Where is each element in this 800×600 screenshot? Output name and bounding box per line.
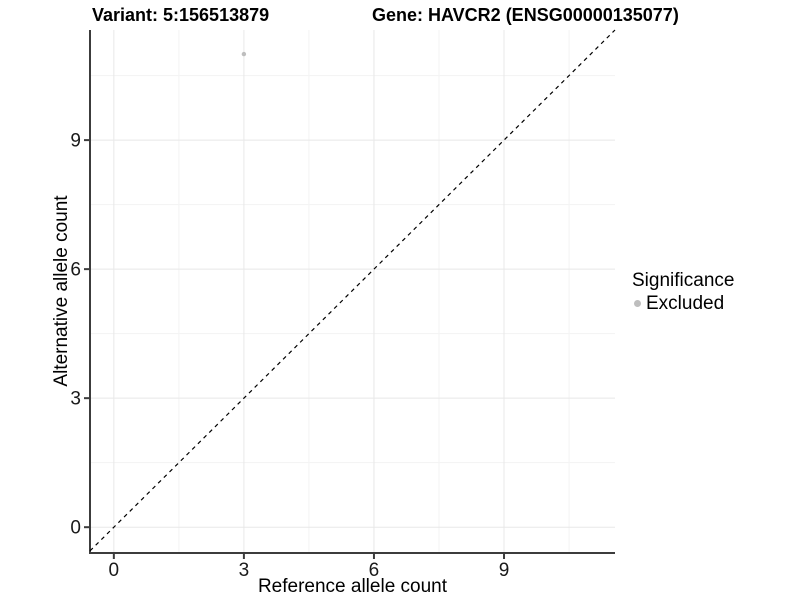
y-axis-title: Alternative allele count <box>51 195 72 387</box>
legend-item-excluded: Excluded <box>632 293 734 314</box>
legend-point-icon <box>634 300 641 307</box>
x-tick-label: 9 <box>499 560 510 581</box>
legend-item-label: Excluded <box>646 293 725 314</box>
legend: Significance Excluded <box>632 270 734 314</box>
x-tick-label: 3 <box>239 560 250 581</box>
legend-title: Significance <box>632 270 735 291</box>
y-tick-label: 3 <box>70 389 81 410</box>
y-tick-label: 9 <box>70 131 81 152</box>
y-tick-label: 6 <box>70 260 81 281</box>
y-tick-label: 0 <box>70 518 81 539</box>
plot-title-variant: Variant: 5:156513879 <box>92 5 270 25</box>
x-tick-label: 0 <box>109 560 120 581</box>
x-axis-title: Reference allele count <box>257 576 448 597</box>
identity-line <box>89 29 616 552</box>
data-point <box>241 51 247 57</box>
x-tick-label: 6 <box>369 560 380 581</box>
plot-title-gene: Gene: HAVCR2 (ENSG00000135077) <box>372 5 679 25</box>
